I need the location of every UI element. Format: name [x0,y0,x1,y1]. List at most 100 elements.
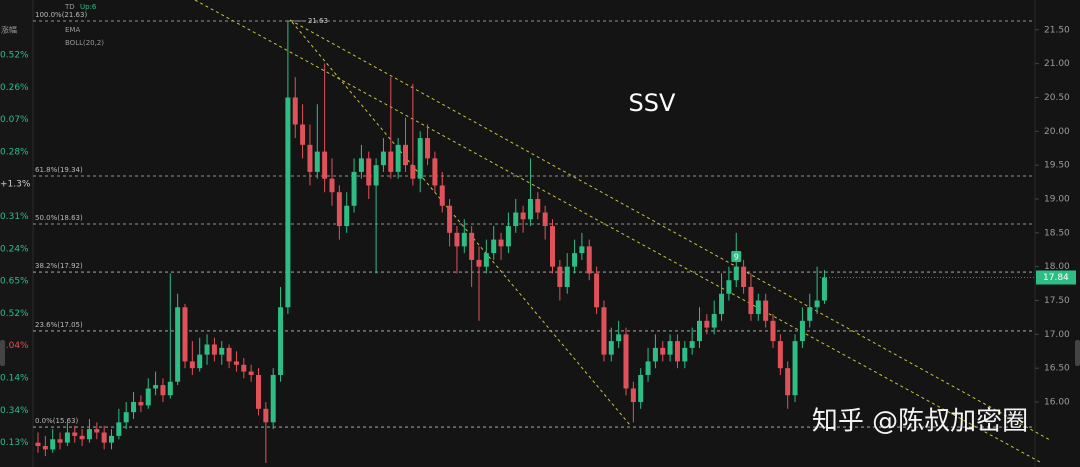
indicator-label: BOLL(20,2) [65,39,104,47]
candle-body [292,97,298,125]
candle-body [513,212,519,227]
candle-body [638,374,644,403]
candle-body [109,435,114,443]
y-tick-label: 20.50 [1044,93,1070,103]
fib-label: 61.8%(19.34) [35,166,83,174]
candle-body [469,232,475,260]
left-item: 0.14% [0,374,29,384]
left-item: 0.28% [0,147,29,157]
candle-body [219,347,225,355]
candle-body [748,286,754,315]
fib-label: 50.0%(18.63) [35,214,83,222]
candle-body [682,347,688,362]
y-tick-label: 19.00 [1044,194,1070,204]
y-tick-label: 16.00 [1044,398,1070,408]
candle-body [131,402,137,413]
candle-body [226,347,232,362]
candle-body [799,320,805,342]
candle-body [366,158,372,186]
candle-body [329,178,335,193]
left-header: 涨幅 [1,25,17,35]
candle-body [189,361,195,369]
left-item: 0.13% [0,438,29,448]
candle-body [498,239,504,247]
candle-body [116,422,122,436]
fib-label: 100.0%(21.63) [35,11,87,19]
left-item: 0.52% [0,51,29,61]
candle-body [733,266,739,281]
candle-body [417,138,423,179]
candle-body [358,158,364,172]
candle-body [447,205,453,233]
candle-body [461,232,467,247]
candle-body [101,432,107,443]
fib-levels: 100.0%(21.63) 61.8%(19.34) 50.0%(18.63) 38.… [33,11,1035,428]
y-tick-label: 18.00 [1044,262,1070,272]
watermark: 知乎 @陈叔加密圈 [812,407,1028,437]
candle-body [572,253,578,267]
candle-body [380,151,386,166]
candle-body [667,341,673,355]
y-tick-label: 17.00 [1044,330,1070,340]
left-item: 0.24% [0,244,29,254]
left-item: 0.07% [0,115,29,125]
candle-body [491,239,497,254]
candle-body [145,388,151,406]
candle-body [755,300,761,315]
candle-body [182,307,188,362]
candle-body [674,341,680,362]
candle-body [550,226,555,267]
candle-body [520,212,526,220]
left-item: +1.3% [0,180,31,190]
last-price-label: 17.84 [1043,273,1069,283]
candle-body [594,273,600,308]
right-handle[interactable] [1075,340,1080,366]
left-item: 0.31% [0,212,29,222]
candle-body [285,97,291,308]
candle-body [535,198,541,213]
td-marker-box [731,251,742,262]
candle-body [35,442,41,447]
candle-body [403,144,408,166]
candle-body [711,314,717,328]
candle-body [373,165,379,186]
left-handle[interactable] [0,340,5,366]
candle-body [777,341,783,369]
candle-body [719,293,725,315]
candle-body [300,124,306,145]
y-tick-label: 20.00 [1044,127,1070,137]
candle-body [204,344,210,355]
candle-body [542,212,548,227]
candle-body [726,280,732,294]
candle-body [42,446,48,450]
candle-body [527,198,533,220]
indicator-label: Up:6 [80,3,97,11]
candle-body [395,144,401,172]
chart-title: SSV [629,89,676,117]
candle-body [64,432,70,443]
candle-body [263,408,269,423]
candle-body [153,385,159,389]
candle-body [660,347,666,355]
indicator-legend: TD Up:6 EMA BOLL(20,2) [64,3,104,47]
candle-body [741,266,747,287]
candle-body [432,158,438,186]
candle-body [336,192,342,227]
candle-body [652,347,658,362]
candle-body [483,253,489,267]
left-item: 0.04% [0,341,29,351]
trend-line [194,0,1041,463]
candle-body [270,374,276,423]
candle-body [57,439,63,443]
y-tick-label: 21.00 [1044,59,1070,69]
peak-label: 21.63 [308,17,328,25]
candle-body [138,402,144,406]
candle-body [344,205,350,227]
candle-body [160,385,166,396]
left-item: 0.26% [0,83,29,93]
left-item: 0.65% [0,277,29,287]
candle-body [211,344,217,355]
fib-label: 0.0%(15.63) [35,417,79,425]
candle-body [72,432,78,436]
